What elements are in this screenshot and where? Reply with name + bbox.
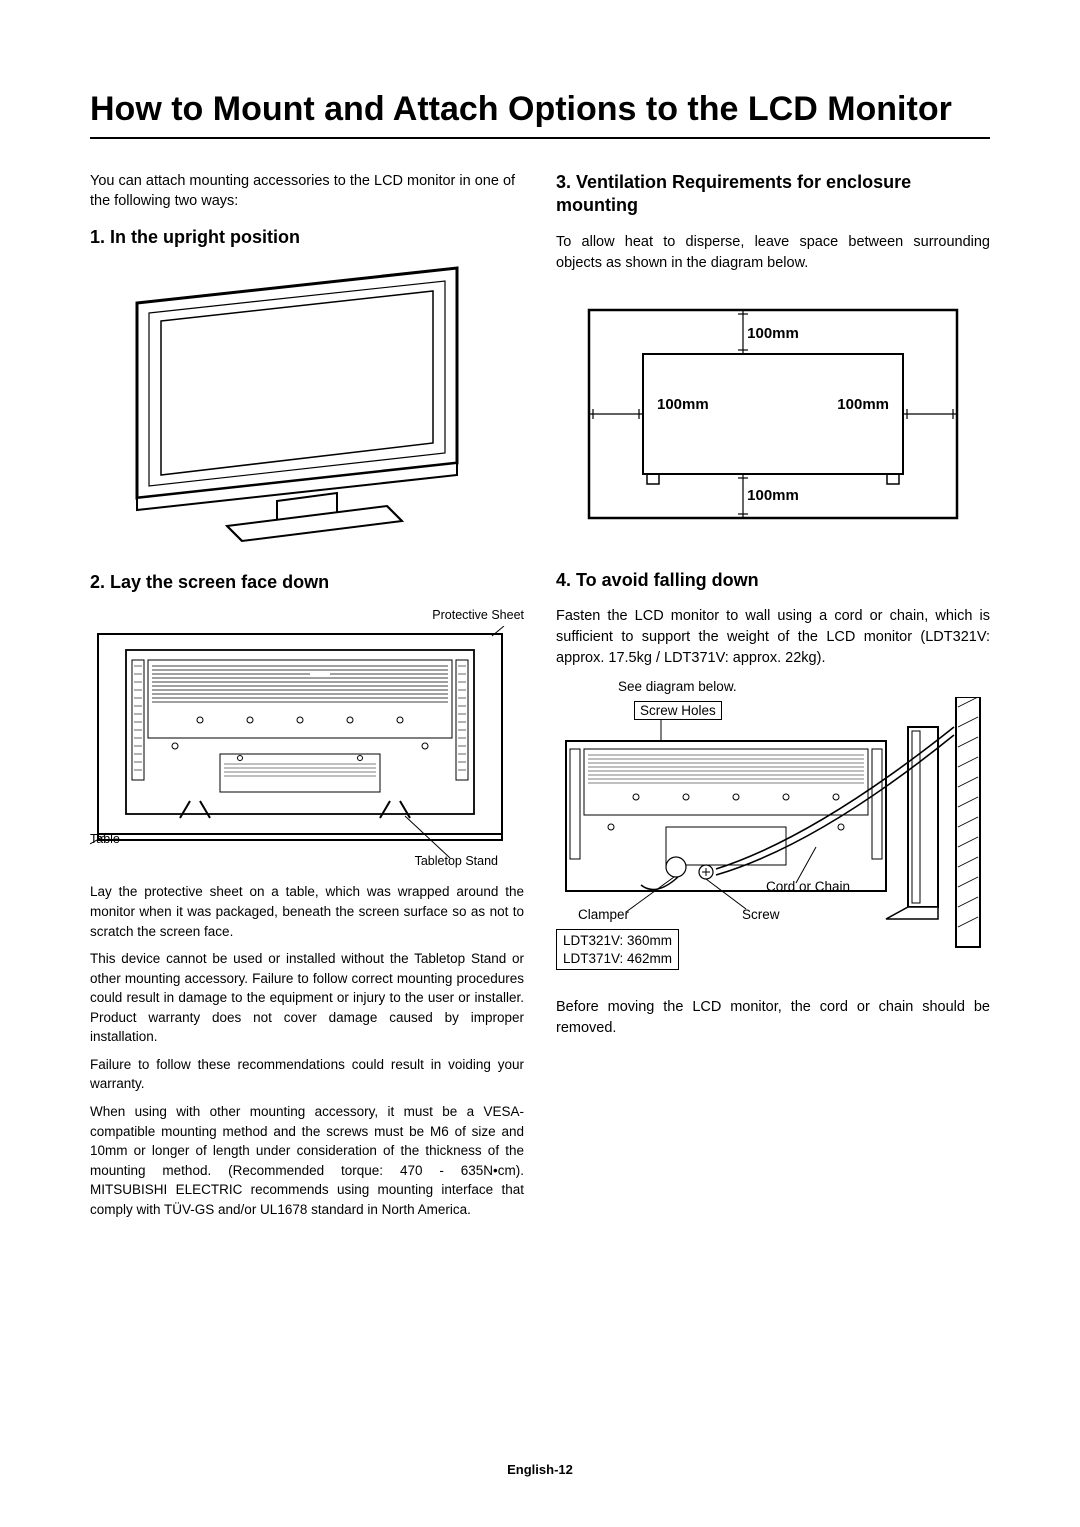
right-column: 3. Ventilation Requirements for enclosur…	[556, 171, 990, 1227]
section-1-heading: 1. In the upright position	[90, 226, 524, 249]
section-2-p1: Lay the protective sheet on a table, whi…	[90, 882, 524, 941]
section-3-heading: 3. Ventilation Requirements for enclosur…	[556, 171, 990, 218]
section-4-p2: Before moving the LCD monitor, the cord …	[556, 997, 990, 1039]
dim-row-1: LDT321V: 360mm	[563, 932, 672, 950]
label-protective-sheet: Protective Sheet	[432, 608, 524, 622]
two-column-layout: You can attach mounting accessories to t…	[90, 171, 990, 1227]
dimension-box: LDT321V: 360mm LDT371V: 462mm	[556, 929, 679, 970]
section-2-p2: This device cannot be used or installed …	[90, 949, 524, 1047]
section-3-p1: To allow heat to disperse, leave space b…	[556, 232, 990, 274]
section-2-p3: Failure to follow these recommendations …	[90, 1055, 524, 1094]
dim-row-2: LDT371V: 462mm	[563, 950, 672, 968]
left-column: You can attach mounting accessories to t…	[90, 171, 524, 1227]
figure-falling-down: See diagram below.	[556, 679, 990, 979]
label-clamper: Clamper	[578, 907, 629, 922]
page-footer: English-12	[0, 1462, 1080, 1477]
page-title: How to Mount and Attach Options to the L…	[90, 90, 990, 139]
section-2-p4: When using with other mounting accessory…	[90, 1102, 524, 1219]
gap-top-label: 100mm	[747, 325, 799, 342]
figure-face-down: Protective Sheet	[90, 608, 524, 868]
label-cord-chain: Cord or Chain	[766, 879, 850, 894]
gap-bottom-label: 100mm	[747, 487, 799, 504]
gap-right-label: 100mm	[837, 396, 889, 413]
monitor-upright-illustration	[127, 263, 487, 543]
gap-left-label: 100mm	[657, 396, 709, 413]
label-tabletop-stand: Tabletop Stand	[415, 854, 498, 868]
face-down-illustration	[90, 626, 510, 866]
label-screw: Screw	[742, 907, 780, 922]
label-table: Table	[90, 832, 120, 846]
section-4-heading: 4. To avoid falling down	[556, 569, 990, 592]
section-4-p1: Fasten the LCD monitor to wall using a c…	[556, 606, 990, 669]
label-screw-holes: Screw Holes	[634, 701, 722, 720]
section-2-heading: 2. Lay the screen face down	[90, 571, 524, 594]
ventilation-illustration: 100mm 100mm 100mm 100mm	[583, 304, 963, 524]
label-see-diagram: See diagram below.	[618, 679, 737, 694]
intro-text: You can attach mounting accessories to t…	[90, 171, 524, 212]
figure-upright-monitor	[90, 263, 524, 543]
figure-ventilation: 100mm 100mm 100mm 100mm	[583, 304, 963, 529]
